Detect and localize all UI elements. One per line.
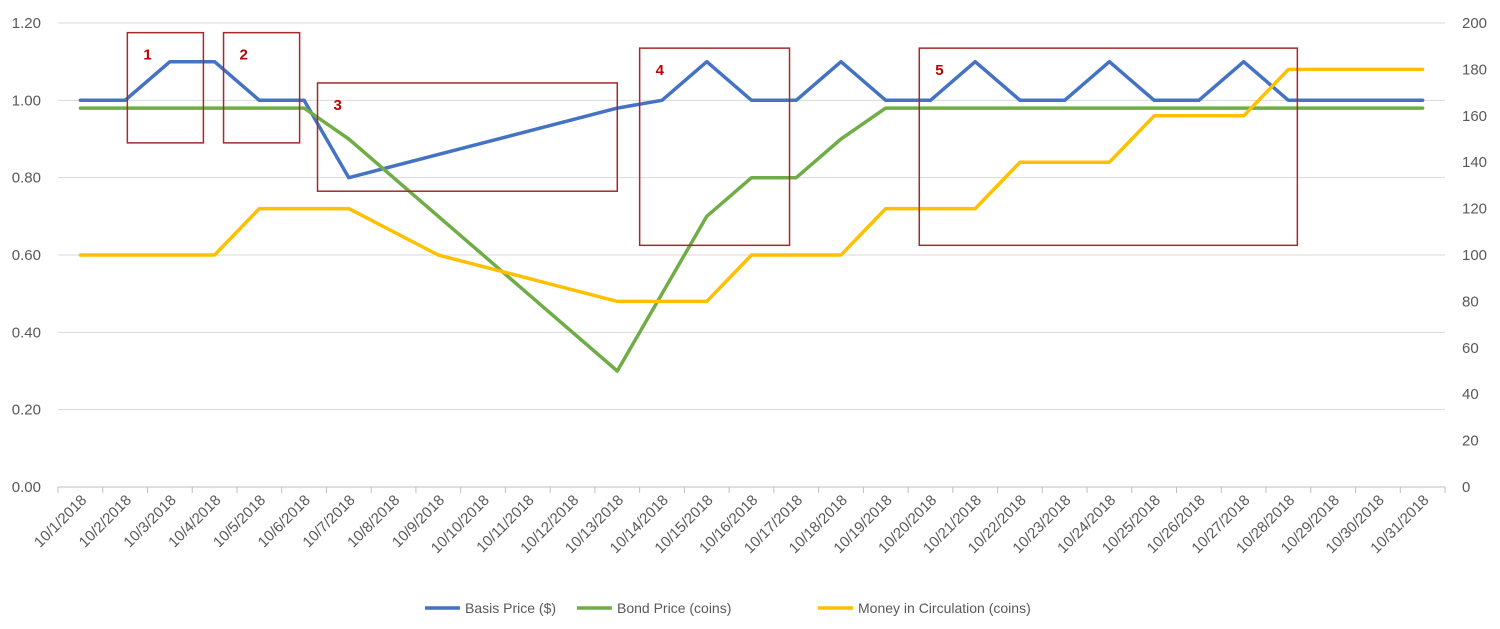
annotation-box [918,47,1299,247]
legend-entry: Basis Price ($) [465,600,556,616]
right-y-tick-label: 60 [1462,340,1479,357]
left-y-tick-label: 0.40 [12,324,41,341]
right-y-tick-label: 200 [1462,15,1487,32]
annotation-box [316,82,619,192]
left-y-tick-label: 1.00 [12,92,41,109]
right-y-tick-label: 80 [1462,293,1479,310]
left-y-tick-label: 0.20 [12,402,41,419]
annotation-box [638,47,791,247]
legend: Basis Price ($) Bond Price (coins) Money i… [425,600,1031,616]
annotation-label: 3 [334,97,342,114]
left-y-axis-ticks: 0.00 0.20 0.40 0.60 0.80 1.00 1.20 [12,15,41,496]
series-line [78,67,1425,304]
annotation-box [126,31,205,144]
legend-entry: Money in Circulation (coins) [858,600,1031,616]
right-y-tick-label: 20 [1462,433,1479,450]
series-line [78,59,1425,180]
annotation-label: 4 [656,62,665,79]
annotation-label: 5 [935,62,943,79]
right-y-tick-label: 0 [1462,479,1470,496]
right-y-axis-ticks: 0 20 40 60 80 100 120 140 160 180 200 [1462,15,1487,496]
series-lines [78,59,1425,373]
annotation-box [222,31,301,144]
legend-entry: Bond Price (coins) [617,600,731,616]
right-y-tick-label: 160 [1462,108,1487,125]
right-y-tick-label: 180 [1462,61,1487,78]
left-y-tick-label: 0.80 [12,170,41,187]
gridlines [58,22,1445,411]
left-y-tick-label: 0.00 [12,479,41,496]
series-line [78,106,1425,373]
right-y-tick-label: 100 [1462,247,1487,264]
right-y-tick-label: 140 [1462,154,1487,171]
annotation-boxes: 1 2 3 4 5 [126,31,1299,247]
left-y-tick-label: 0.60 [12,247,41,264]
x-axis-ticks: 10/1/201810/2/201810/3/201810/4/201810/5… [31,492,1432,557]
annotation-label: 1 [143,47,151,64]
right-y-tick-label: 40 [1462,386,1479,403]
left-y-tick-label: 1.20 [12,15,41,32]
x-axis [57,486,1446,493]
right-y-tick-label: 120 [1462,201,1487,218]
annotation-label: 2 [240,47,248,64]
